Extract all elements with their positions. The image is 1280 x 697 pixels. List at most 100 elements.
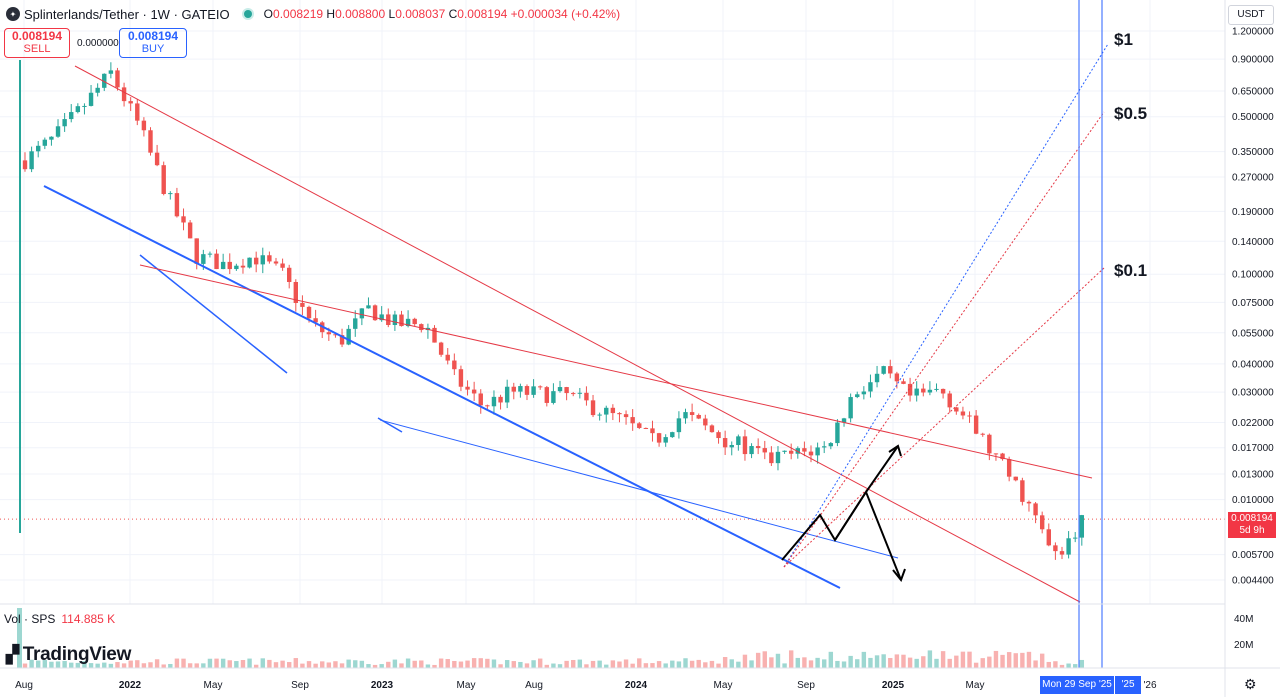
volume-bar: [293, 658, 299, 668]
candle-body: [511, 386, 516, 392]
volume-bar: [888, 657, 893, 668]
candle-body: [828, 443, 834, 447]
projection-down-path: [834, 489, 902, 581]
candle-body: [194, 238, 199, 264]
candle-body: [637, 423, 642, 428]
volume-bar: [683, 658, 688, 668]
volume-bar: [201, 663, 206, 668]
volume-bar: [220, 658, 226, 668]
candle-body: [227, 261, 232, 270]
symbol-title[interactable]: Splinterlands/Tether · 1W · GATEIO: [24, 6, 230, 22]
volume-bar: [1066, 663, 1071, 668]
volume-bar: [927, 650, 933, 668]
volume-bar: [855, 659, 860, 668]
volume-bar: [848, 655, 853, 668]
candle-body: [755, 446, 761, 449]
candle-body: [1026, 501, 1032, 504]
volume-bar: [478, 658, 483, 668]
volume-bar: [940, 651, 946, 668]
candle-body: [973, 415, 979, 434]
candle-body: [333, 334, 338, 336]
chart-annotations: $1 $0.5 $0.1: [1114, 30, 1147, 280]
volume-bar: [1033, 660, 1038, 668]
volume-bar: [148, 662, 153, 668]
candle-body: [722, 438, 728, 448]
volume-bar: [755, 652, 761, 668]
volume-bar: [55, 661, 61, 668]
volume-bar: [571, 659, 576, 668]
volume-bar: [207, 658, 213, 668]
volume-bar: [775, 653, 781, 668]
price-tick-label: 0.075000: [1232, 298, 1274, 309]
candle-body: [379, 314, 384, 321]
volume-bar: [973, 662, 979, 668]
volume-bar: [643, 663, 649, 668]
time-tick-label: 2025: [882, 680, 905, 691]
candle-body: [326, 332, 332, 335]
candle-body: [102, 73, 107, 88]
candle-body: [445, 354, 450, 361]
volume-bar: [128, 660, 133, 668]
candle-body: [736, 436, 741, 446]
time-tick-label: Sep: [291, 680, 309, 691]
volume-bar: [379, 664, 384, 668]
candle-body: [42, 139, 48, 146]
candle-body: [788, 450, 794, 454]
currency-button[interactable]: USDT: [1228, 5, 1274, 25]
volume-bar: [518, 661, 523, 668]
volume-bar: [181, 658, 186, 668]
price-tick-label: 0.004400: [1232, 576, 1274, 587]
candle-body: [954, 407, 959, 412]
candle-body: [386, 314, 391, 325]
candle-body: [452, 360, 457, 370]
volume-bar: [564, 660, 569, 668]
price-tick-label: 0.017000: [1232, 443, 1274, 454]
candle-body: [544, 387, 550, 403]
candle-body: [181, 216, 186, 223]
blue-channel-line: [379, 419, 899, 559]
volume-bar: [557, 664, 563, 668]
price-tick-label: 0.013000: [1232, 469, 1274, 480]
volume-bar: [247, 658, 252, 668]
chart-grid: [0, 0, 1225, 604]
volume-bar: [808, 660, 814, 668]
volume-bar: [452, 660, 457, 668]
volume-bar: [260, 658, 265, 668]
volume-bar: [313, 663, 318, 668]
volume-bar: [656, 661, 662, 668]
candle-body: [617, 413, 622, 415]
candle-body: [55, 126, 61, 137]
volume-bar: [782, 663, 787, 668]
sell-button[interactable]: 0.008194 SELL: [4, 28, 70, 58]
volume-bar: [524, 663, 530, 668]
candle-body: [372, 305, 378, 321]
candle-body: [220, 261, 226, 270]
volume-value: 114.885 K: [61, 612, 116, 626]
sell-price: 0.008194: [11, 29, 63, 43]
candle-body: [1046, 529, 1051, 546]
candle-body: [709, 425, 715, 433]
volume-bar: [108, 663, 114, 668]
volume-bar: [1020, 652, 1025, 668]
tradingview-wordmark: TradingView: [22, 644, 132, 665]
volume-bar: [822, 659, 827, 668]
volume-bar: [36, 660, 41, 668]
price-target-label: $0.1: [1114, 261, 1147, 280]
price-tick-label: 0.030000: [1232, 388, 1274, 399]
volume-bar: [610, 660, 616, 668]
settings-icon[interactable]: ⚙: [1244, 676, 1257, 692]
buy-button[interactable]: 0.008194 BUY: [119, 28, 187, 58]
candle-body: [267, 255, 272, 262]
volume-bar: [907, 657, 913, 668]
candle-body: [769, 452, 774, 464]
tradingview-logo[interactable]: ▞ TradingView: [6, 644, 131, 666]
candle-body: [597, 414, 602, 416]
volume-bar: [947, 658, 952, 668]
volume-bar: [736, 661, 741, 668]
volume-bar: [914, 658, 919, 668]
volume-tick-label: 40M: [1234, 614, 1253, 625]
candle-body: [775, 451, 781, 464]
candle-body: [1053, 545, 1058, 552]
candle-body: [1000, 453, 1005, 460]
